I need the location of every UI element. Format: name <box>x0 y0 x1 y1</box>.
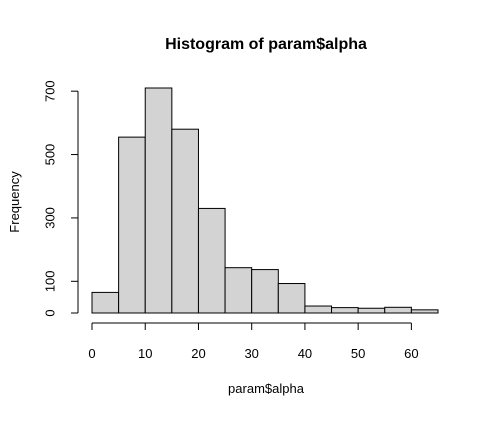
histogram-bar <box>197 207 226 314</box>
histogram-bar <box>251 269 279 314</box>
histogram-bar <box>357 307 386 314</box>
x-tick-label: 0 <box>88 346 95 361</box>
histogram-bar <box>118 136 146 314</box>
bars-group <box>91 87 439 314</box>
histogram-bar <box>331 307 359 314</box>
y-tick-label: 0 <box>42 309 57 316</box>
histogram-bar <box>171 128 199 314</box>
x-tick-label: 10 <box>138 346 152 361</box>
histogram-bar <box>144 87 173 314</box>
y-tick-label: 700 <box>42 80 57 102</box>
y-tick-label: 300 <box>42 207 57 229</box>
histogram-bar <box>384 306 412 314</box>
x-tick-label: 30 <box>244 346 258 361</box>
y-tick-label: 100 <box>42 270 57 292</box>
histogram-bar <box>410 309 439 314</box>
x-axis: 0 10 20 30 40 50 60 <box>88 322 419 361</box>
y-axis-label: Frequency <box>7 171 22 233</box>
x-tick-label: 40 <box>298 346 312 361</box>
x-tick-label: 50 <box>351 346 365 361</box>
x-tick-label: 60 <box>404 346 418 361</box>
histogram-bar <box>304 305 333 314</box>
x-axis-label: param$alpha <box>228 381 305 396</box>
chart-title: Histogram of param$alpha <box>165 36 367 53</box>
histogram-bar <box>91 291 120 314</box>
y-tick-label: 500 <box>42 144 57 166</box>
x-tick-label: 20 <box>191 346 205 361</box>
histogram-bar <box>277 283 306 314</box>
histogram-bar <box>224 267 253 314</box>
y-axis: 0 100 300 500 700 <box>42 80 79 317</box>
